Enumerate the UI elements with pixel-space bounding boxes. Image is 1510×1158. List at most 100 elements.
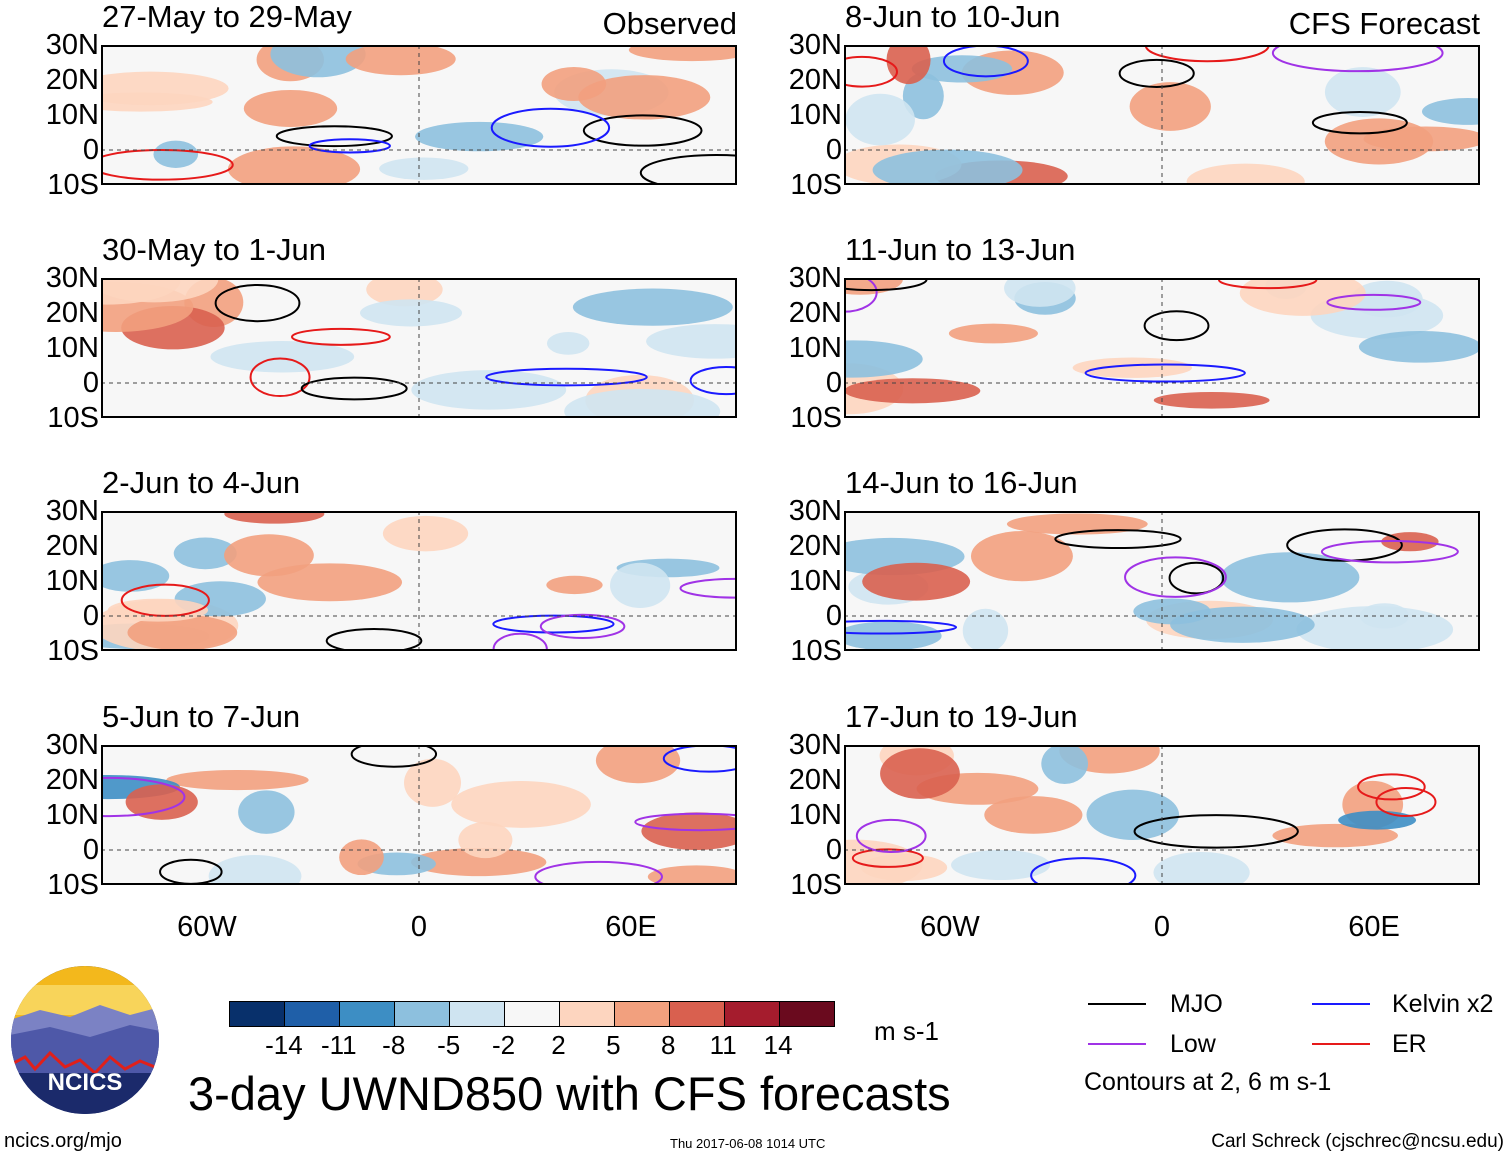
anomaly-shading xyxy=(238,790,295,834)
anomaly-shading xyxy=(872,149,1023,185)
map-panel xyxy=(844,511,1480,651)
mjo-contour xyxy=(1286,528,1403,562)
colorbar-tick-label: -8 xyxy=(382,1030,406,1060)
low-contour xyxy=(855,818,927,854)
mjo-contour xyxy=(325,628,423,651)
map-frame xyxy=(844,745,1480,885)
y-tick-label: 20N xyxy=(45,764,99,796)
y-tick-label: 0 xyxy=(825,134,842,166)
anomaly-shading xyxy=(208,855,302,885)
map-frame xyxy=(101,45,737,185)
y-tick-label: 30N xyxy=(45,29,99,61)
anomaly-shading xyxy=(339,839,384,876)
ncics-logo: NCICS xyxy=(11,966,159,1114)
anomaly-shading xyxy=(572,288,733,326)
anomaly-shading xyxy=(844,278,903,295)
er-contour xyxy=(101,148,234,181)
colorbar-tick-label: 2 xyxy=(551,1030,566,1060)
colorbar-swatch xyxy=(285,1002,340,1026)
anomaly-shading xyxy=(366,278,443,307)
legend-label-low: Low xyxy=(1170,1030,1216,1058)
kelvin-contour xyxy=(308,138,391,154)
colorbar-swatch xyxy=(560,1002,615,1026)
y-tick-label: 30N xyxy=(788,262,842,294)
y-tick-label: 20N xyxy=(45,297,99,329)
y-tick-label: 10N xyxy=(788,565,842,597)
panel-title: 17-Jun to 19-Jun xyxy=(845,699,1078,734)
anomaly-shading xyxy=(546,575,603,595)
map-panel xyxy=(844,745,1480,885)
x-tick-label: 0 xyxy=(410,911,428,943)
y-tick-label: 10N xyxy=(788,332,842,364)
panel-title: 30-May to 1-Jun xyxy=(102,232,326,267)
er-contour xyxy=(851,848,924,868)
anomaly-shading xyxy=(382,515,469,552)
y-tick-label: 0 xyxy=(82,134,99,166)
anomaly-shading xyxy=(1186,163,1305,185)
anomaly-shading xyxy=(641,812,737,850)
y-tick-label: 10S xyxy=(47,402,99,434)
anomaly-shading xyxy=(844,378,981,404)
y-tick-label: 30N xyxy=(45,495,99,527)
contour-note: Contours at 2, 6 m s-1 xyxy=(1084,1068,1332,1096)
colorbar-swatch xyxy=(395,1002,450,1026)
anomaly-shading xyxy=(173,537,237,570)
kelvin-contour xyxy=(1084,363,1246,383)
anomaly-shading xyxy=(458,821,513,859)
anomaly-shading xyxy=(101,71,229,106)
mjo-contour xyxy=(350,745,438,768)
anomaly-shading xyxy=(948,323,1038,344)
low-contour xyxy=(1124,556,1227,598)
legend-label-kelvin: Kelvin x2 xyxy=(1392,990,1494,1018)
map-frame xyxy=(101,745,737,885)
low-contour xyxy=(1326,293,1422,311)
colorbar-swatch xyxy=(505,1002,560,1026)
anomaly-shading xyxy=(243,89,338,127)
anomaly-shading xyxy=(411,848,547,877)
er-contour xyxy=(290,327,391,346)
anomaly-shading xyxy=(628,45,737,62)
y-tick-label: 0 xyxy=(825,834,842,866)
er-contour xyxy=(249,357,311,398)
anomaly-shading xyxy=(101,560,170,592)
colorbar-tick-label: -5 xyxy=(437,1030,461,1060)
anomaly-shading xyxy=(127,614,238,651)
anomaly-shading xyxy=(1338,810,1417,830)
y-tick-label: 0 xyxy=(825,367,842,399)
anomaly-shading xyxy=(844,340,923,378)
anomaly-shading xyxy=(564,388,721,418)
colorbar-tick-label: -2 xyxy=(491,1030,516,1060)
map-panel xyxy=(844,278,1480,418)
anomaly-shading xyxy=(1129,82,1211,131)
map-frame xyxy=(101,278,737,418)
anomaly-shading xyxy=(546,332,590,355)
map-panel xyxy=(101,745,737,885)
anomaly-shading xyxy=(647,865,737,885)
panel-title: 11-Jun to 13-Jun xyxy=(845,232,1076,267)
x-tick-label: 60W xyxy=(177,911,237,943)
mjo-contour xyxy=(1054,529,1182,550)
colorbar-tick-label: -14 xyxy=(265,1030,303,1060)
y-tick-label: 20N xyxy=(788,297,842,329)
anomaly-shading xyxy=(345,45,456,76)
anomaly-shading xyxy=(1072,357,1192,378)
anomaly-shading xyxy=(1153,851,1250,885)
y-tick-label: 10S xyxy=(790,402,842,434)
y-tick-label: 30N xyxy=(45,729,99,761)
x-tick-label: 60E xyxy=(605,911,657,943)
colorbar-swatch xyxy=(230,1002,285,1026)
footer-timestamp: Thu 2017-06-08 1014 UTC xyxy=(670,1136,826,1151)
map-frame xyxy=(844,511,1480,651)
map-panel xyxy=(101,511,737,651)
kelvin-contour xyxy=(844,619,958,635)
footer-url[interactable]: ncics.org/mjo xyxy=(4,1130,122,1152)
map-panel xyxy=(101,278,737,418)
er-contour xyxy=(1144,45,1270,63)
anomaly-shading xyxy=(153,140,199,168)
colorbar-units: m s-1 xyxy=(874,1016,939,1046)
colorbar-swatch xyxy=(670,1002,725,1026)
colorbar-swatch xyxy=(450,1002,505,1026)
y-tick-label: 0 xyxy=(82,367,99,399)
kelvin-contour xyxy=(490,107,611,148)
anomaly-shading xyxy=(1324,67,1401,117)
